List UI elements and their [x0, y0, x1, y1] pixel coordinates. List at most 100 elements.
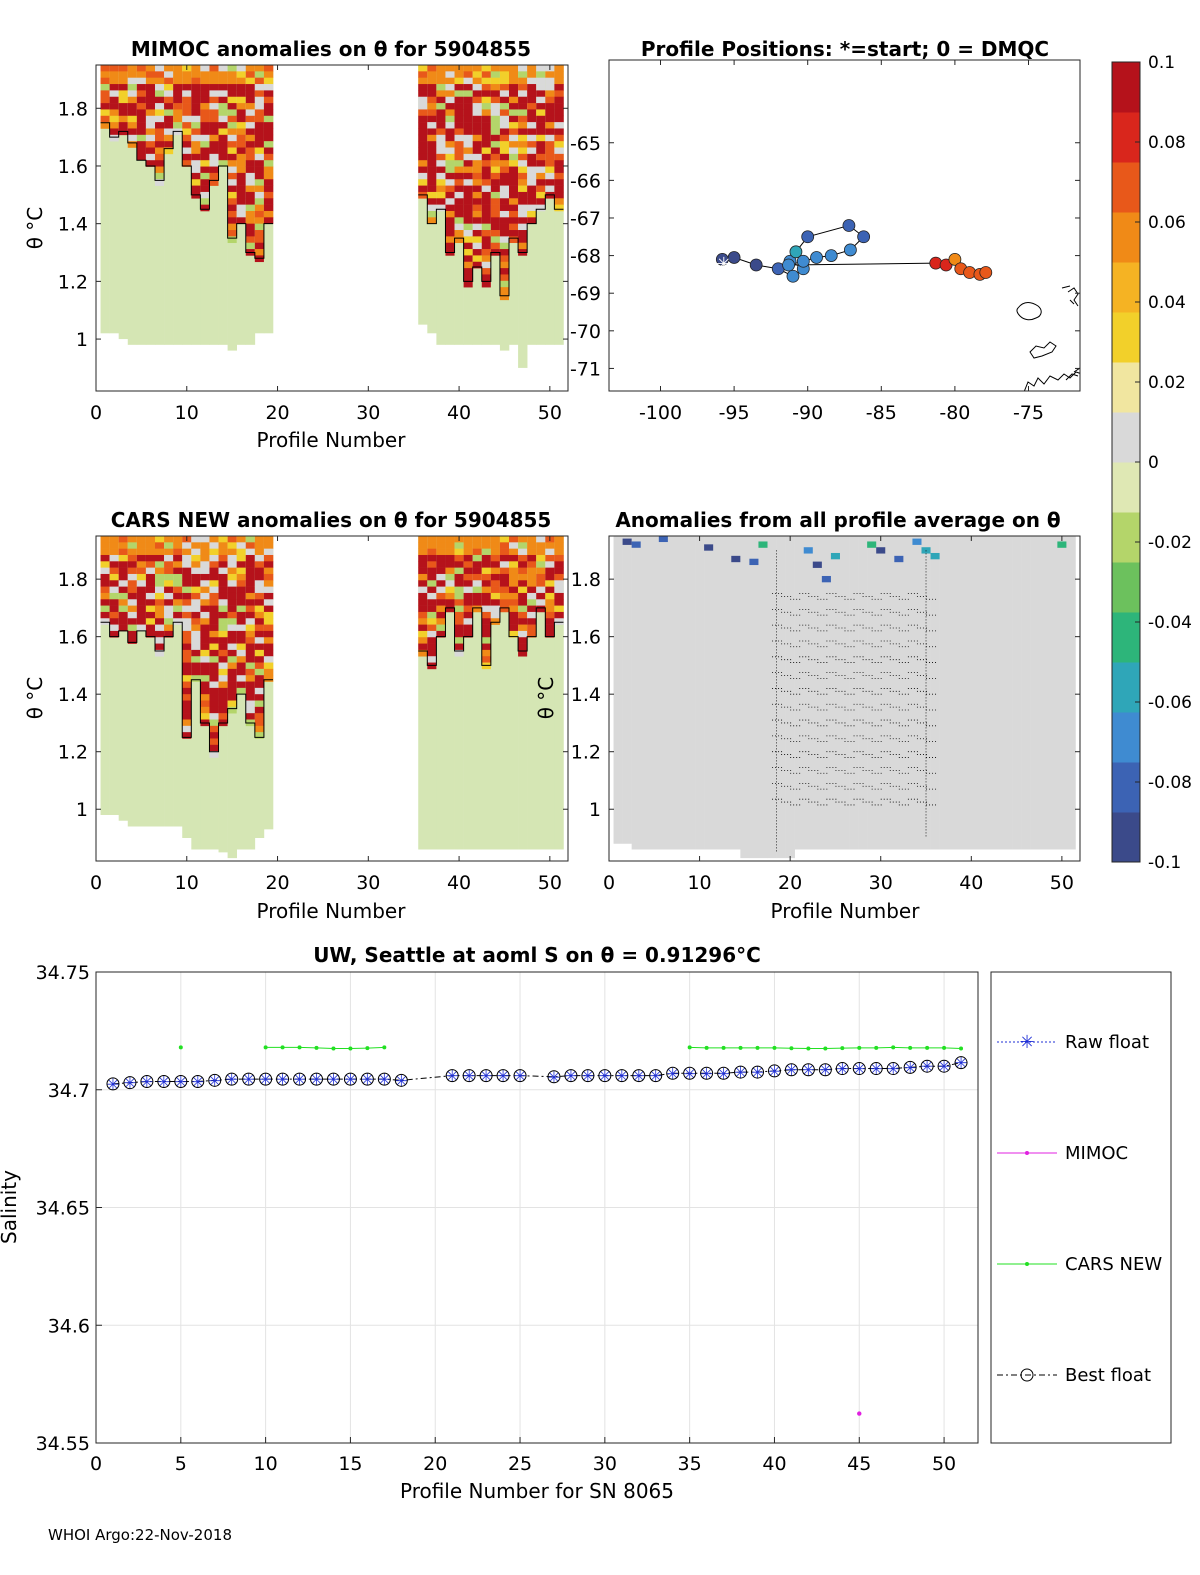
heat-cell — [427, 592, 437, 600]
heat-cell — [527, 217, 537, 224]
heat-base-cell — [749, 536, 759, 859]
heat-base-cell — [876, 536, 886, 850]
heat-cell — [164, 536, 174, 543]
heat-cell — [236, 542, 247, 549]
heat-cell — [254, 630, 265, 638]
heat-cell — [200, 109, 210, 117]
heat-cell — [499, 103, 510, 110]
heat-cell — [436, 96, 446, 104]
heat-cell — [200, 599, 210, 606]
heat-cell — [518, 649, 528, 657]
heat-cell — [227, 656, 237, 663]
heat-cell — [145, 611, 156, 619]
heat-cell — [191, 134, 201, 142]
heat-cell — [527, 599, 537, 606]
heat-cell — [127, 536, 138, 543]
heat-cell — [472, 179, 483, 186]
heat-cell — [254, 236, 265, 244]
x-tick-label: 10 — [175, 402, 199, 424]
heat-cell — [545, 96, 555, 104]
profile-position — [842, 219, 856, 232]
heat-cell — [145, 554, 156, 562]
heat-cell — [145, 586, 156, 594]
heat-cell — [227, 624, 237, 632]
legend-mimoc: MIMOC — [997, 1143, 1128, 1164]
x-tick-label: 45 — [847, 1453, 871, 1475]
heat-cell — [509, 217, 519, 224]
heat-cell — [100, 96, 110, 104]
heat-cell — [227, 694, 237, 701]
heat-cell — [418, 611, 428, 619]
heat-cell — [499, 293, 510, 301]
heat-cell — [481, 280, 492, 288]
heat-cell — [173, 65, 183, 72]
x-tick-label: 30 — [356, 402, 380, 424]
x-tick-label: 0 — [90, 1453, 102, 1475]
heat-cell — [155, 618, 165, 625]
heat-cell — [490, 242, 501, 250]
heat-cell — [200, 573, 210, 581]
heat-cell — [173, 542, 183, 549]
heat-cell — [109, 103, 119, 110]
heat-cell — [200, 700, 210, 708]
heat-cell — [454, 204, 464, 212]
heat-cell — [173, 90, 183, 98]
heat-cell — [481, 255, 492, 263]
heat-cell — [155, 630, 165, 638]
heat-cell — [236, 580, 247, 587]
heat-cell — [227, 179, 237, 186]
heat-cell — [481, 128, 492, 136]
heat-cell — [499, 230, 510, 237]
heat-cell — [209, 141, 219, 148]
cars-heatmap — [100, 536, 564, 859]
heat-cell — [454, 115, 464, 123]
heat-cell — [191, 115, 201, 123]
y-tick-label: 34.6 — [48, 1315, 90, 1337]
heat-cell — [182, 561, 192, 568]
heat-cell — [436, 611, 446, 619]
y-tick-label: -68 — [570, 246, 601, 268]
profile-position — [979, 266, 993, 279]
heat-cell — [127, 554, 138, 562]
heat-cell — [191, 147, 201, 155]
heat-cell — [245, 115, 256, 123]
heat-cell — [472, 210, 483, 218]
heat-cell — [263, 71, 274, 78]
heat-cell — [164, 599, 174, 606]
cars-new-point — [755, 1045, 760, 1050]
x-tick-label: 20 — [423, 1453, 447, 1475]
mimoc-panel: MIMOC anomalies on θ for 5904855 0 10 20 30… — [23, 37, 569, 452]
heat-cell — [472, 236, 483, 244]
heat-cell — [454, 160, 464, 167]
heat-cell — [109, 536, 119, 543]
start-marker: ✳ — [716, 254, 731, 275]
heat-cell — [182, 643, 192, 651]
heat-cell — [218, 65, 228, 72]
heat-cell — [445, 65, 455, 72]
heat-cell — [418, 630, 428, 638]
x-tick-label: 20 — [265, 872, 289, 894]
heat-base-cell — [957, 536, 968, 850]
heat-cell — [263, 134, 274, 142]
heat-cell — [236, 687, 247, 695]
heat-cell — [145, 536, 156, 543]
heat-cell — [173, 605, 183, 613]
colorbar-segment — [1112, 412, 1140, 463]
heat-cell — [536, 198, 546, 205]
heat-cell — [545, 580, 555, 587]
profile-position — [824, 249, 838, 262]
heat-cell — [554, 160, 564, 167]
heat-cell — [472, 103, 483, 110]
heat-cell — [164, 611, 174, 619]
heat-cell — [182, 71, 192, 78]
heat-cell — [490, 77, 501, 85]
heat-cell — [218, 153, 228, 161]
heat-cell — [481, 109, 492, 117]
heat-cell — [436, 90, 446, 98]
heat-cell — [227, 554, 237, 562]
heat-cell — [209, 128, 219, 136]
heat-cell — [463, 605, 473, 613]
heat-cell — [254, 694, 265, 701]
heat-cell — [182, 153, 192, 161]
y-tick-label: 1 — [76, 329, 88, 351]
